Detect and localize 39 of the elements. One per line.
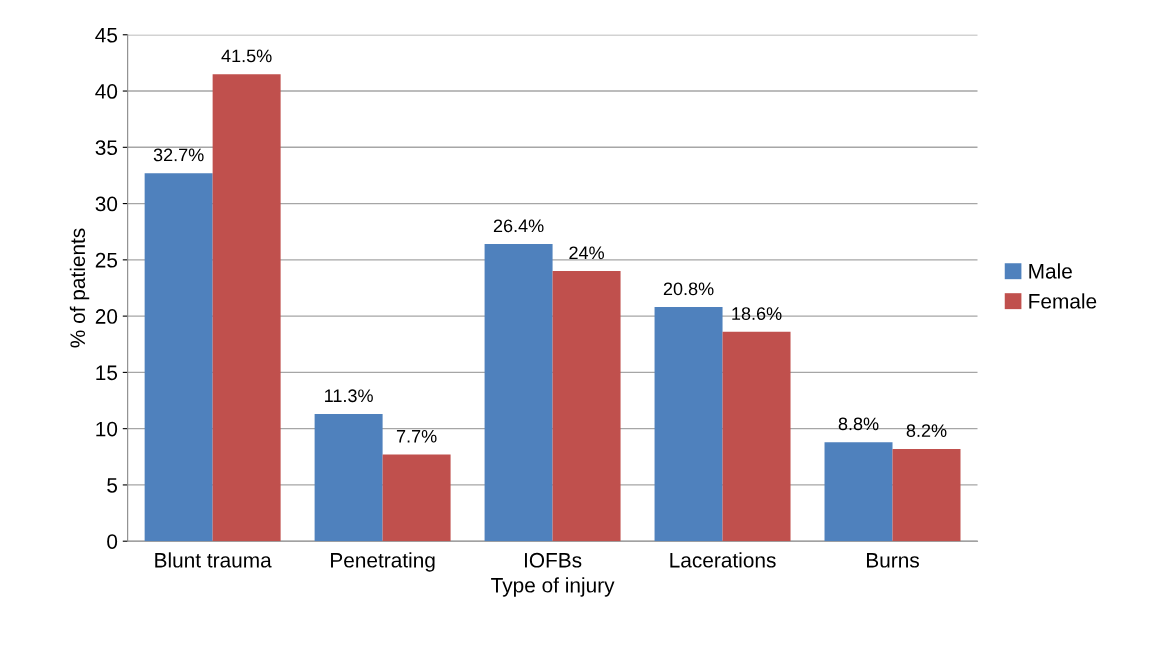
data-label: 26.4% (493, 219, 544, 233)
bar (552, 271, 621, 542)
data-label: 8.8% (838, 417, 879, 431)
bar (722, 331, 791, 542)
legend-label: Male (1029, 263, 1072, 279)
data-label: 24% (569, 246, 604, 260)
data-label: 11.3% (325, 389, 373, 403)
bar (484, 244, 553, 542)
legend-label: Female (1029, 293, 1097, 309)
data-label: 8.2% (906, 424, 947, 438)
data-label: 32.7% (153, 148, 204, 162)
bar (892, 448, 961, 542)
bar (144, 173, 213, 542)
bar (212, 74, 281, 542)
y-tick-label: 45 (95, 27, 118, 43)
y-tick-label: 25 (95, 252, 118, 268)
bar (654, 307, 723, 542)
x-tick-label: Blunt trauma (155, 552, 272, 568)
y-tick-label: 10 (96, 421, 118, 437)
y-tick-label: 30 (95, 196, 118, 212)
y-axis-title: % of patients (69, 228, 90, 348)
data-label: 7.7% (396, 429, 437, 443)
x-tick-label: Burns (867, 553, 919, 568)
bar (824, 442, 893, 542)
x-tick-label: Lacerations (670, 552, 776, 568)
data-label: 20.8% (663, 282, 714, 296)
bar (314, 414, 383, 542)
data-label: 41.5% (221, 49, 272, 63)
y-tick-label: 20 (95, 309, 118, 324)
x-axis-title: Type of injury (491, 577, 615, 597)
y-tick-label: 15 (96, 365, 118, 381)
y-tick-label: 0 (107, 534, 118, 549)
y-tick-label: 5 (107, 478, 118, 493)
y-tick-label: 35 (95, 140, 118, 156)
x-tick-label: IOFBs (524, 552, 582, 568)
x-tick-label: Penetrating (331, 552, 435, 572)
y-tick-label: 40 (95, 84, 118, 99)
data-label: 18.6% (732, 307, 782, 320)
bar (382, 454, 451, 542)
